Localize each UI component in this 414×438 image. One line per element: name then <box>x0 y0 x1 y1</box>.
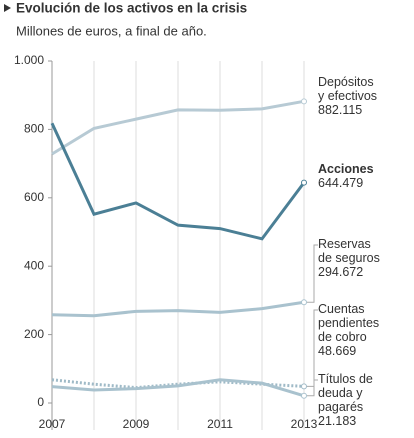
leader-line <box>307 379 318 397</box>
end-marker <box>301 392 307 399</box>
series-line <box>51 99 305 156</box>
x-tick-label: 2009 <box>123 417 150 431</box>
leader-line <box>307 309 318 387</box>
value-label: 21.183 <box>318 414 357 428</box>
y-tick-label: 1.000 <box>14 53 44 67</box>
legend-entry: Acciones <box>318 162 374 176</box>
series-label: Depósitos y efectivos 882.115 <box>318 75 377 117</box>
value-label: 294.672 <box>318 265 364 279</box>
y-tick-label: 200 <box>24 327 44 341</box>
series-label: Acciones 644.479 <box>318 162 374 190</box>
x-tick-label: 2007 <box>39 417 66 431</box>
value-label: 644.479 <box>318 176 364 190</box>
y-tick-label: 400 <box>24 258 44 272</box>
chart-title: Evolución de los activos en la crisis <box>16 1 247 16</box>
value-label: 48.669 <box>318 344 357 358</box>
leader-line <box>307 244 318 303</box>
legend-entry: Cuentas pendientes de cobro <box>318 302 380 344</box>
end-marker <box>301 383 307 390</box>
y-tick-label: 800 <box>24 122 44 136</box>
legend-entry: Títulos de deuda y pagarés <box>318 372 373 414</box>
series-line <box>50 122 306 241</box>
title-icon <box>4 4 11 12</box>
x-tick-label: 2011 <box>207 417 233 431</box>
legend-entry: Reservas de seguros <box>318 237 380 265</box>
y-tick-label: 0 <box>37 395 44 409</box>
value-label: 882.115 <box>318 103 363 117</box>
series-line <box>51 378 305 398</box>
legend-entry: Depósitos y efectivos <box>318 75 378 103</box>
series-label: Títulos de deuda y pagarés 21.183 <box>318 372 373 428</box>
y-tick-label: 600 <box>24 190 44 204</box>
series-label: Cuentas pendientes de cobro 48.669 <box>318 302 379 358</box>
end-marker <box>301 299 307 306</box>
series-line <box>51 300 305 318</box>
end-marker <box>301 98 307 105</box>
end-marker <box>301 179 307 186</box>
x-tick-label: 2013 <box>291 417 318 431</box>
chart-subtitle: Millones de euros, a final de año. <box>16 23 207 38</box>
series-label: Reservas de seguros 294.672 <box>318 237 380 279</box>
